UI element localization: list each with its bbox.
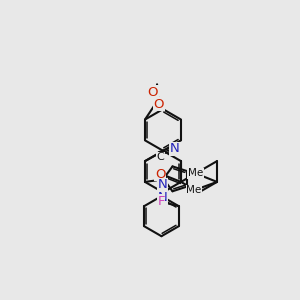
- Text: O: O: [155, 168, 166, 181]
- Text: N: N: [170, 142, 180, 155]
- Text: Me: Me: [186, 185, 202, 195]
- Text: N: N: [158, 178, 168, 191]
- Text: Me: Me: [188, 168, 203, 178]
- Text: O: O: [154, 98, 164, 111]
- Text: O: O: [148, 86, 158, 99]
- Text: N: N: [157, 191, 167, 204]
- Text: F: F: [157, 195, 165, 208]
- Text: C: C: [157, 152, 164, 162]
